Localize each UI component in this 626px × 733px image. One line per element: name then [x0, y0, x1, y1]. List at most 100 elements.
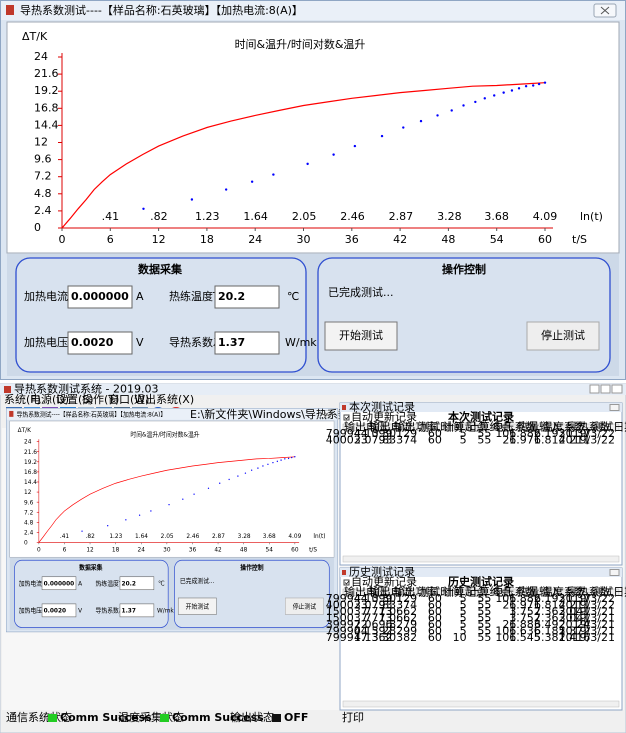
field-label: 加热电压V [19, 606, 47, 614]
x2-tick-label: 1.23 [109, 533, 122, 540]
checkbox-label[interactable]: 自动更新记录 [351, 575, 417, 589]
log-point [142, 207, 145, 210]
table-cell: 399972 [326, 618, 368, 631]
table-cell: 24 [576, 618, 590, 631]
table-cell: 211 [569, 433, 590, 446]
log-point [537, 82, 541, 86]
log-point [138, 514, 141, 516]
scrollbar[interactable] [342, 555, 620, 563]
checkbox-label[interactable]: 自动更新记录 [351, 410, 417, 424]
table-cell: 55 [477, 427, 491, 440]
menu-item[interactable]: 退出系统(X) [134, 392, 194, 406]
table-cell: 1.0662 [379, 611, 418, 624]
menu-item[interactable]: 系统(F) [4, 393, 41, 406]
column-header: 计算起点 [443, 584, 487, 598]
x-tick-label: 42 [214, 546, 221, 553]
field-unit: V [78, 607, 83, 614]
status-indicator [160, 714, 169, 722]
table-cell: 1 [509, 611, 516, 624]
table-close[interactable] [609, 404, 620, 411]
table-cell: 7773 [364, 605, 392, 618]
start-button[interactable] [177, 597, 217, 615]
x-tick-label: 42 [393, 233, 407, 246]
log-point [280, 459, 282, 461]
x2-tick-label: 4.09 [533, 210, 558, 223]
stop-button[interactable] [526, 321, 600, 351]
table-cell: 26.883 [502, 618, 541, 631]
title-bar [1, 1, 625, 20]
table-cell: 60 [428, 618, 442, 631]
x2-tick-label: 2.05 [161, 533, 174, 540]
table-cell: .041 [566, 605, 591, 618]
log-point [332, 153, 335, 156]
window-icon [9, 410, 14, 417]
x-tick-label: 0 [37, 546, 41, 553]
log-point [168, 503, 170, 506]
table-cell: 2019/3/21 [559, 605, 615, 618]
separator [0, 380, 626, 384]
table-cell: 5 [460, 611, 467, 624]
y-tick-label: 24 [34, 50, 48, 63]
chart-title: 时间&温升/时间对数&温升 [235, 37, 366, 51]
table-cell: 799944 [326, 427, 368, 440]
log-point [306, 162, 309, 166]
checkbox[interactable] [343, 414, 350, 421]
temperature-curve [61, 82, 546, 229]
field-value: 0.0020 [71, 336, 114, 349]
table-cell: 60 [428, 605, 442, 618]
table-cell: 5 [460, 433, 467, 446]
log-point [272, 173, 275, 176]
y-tick-label: 0 [24, 539, 28, 546]
menu-item[interactable]: 操作(T) [82, 392, 119, 406]
app-window: 导热系数测试----【样品名称:石英玻璃】【加热电流:8(A)】时间&温升/时间… [0, 383, 626, 733]
group-title: 操作控制 [442, 262, 486, 276]
column-header: 输出功率 [393, 584, 437, 598]
column-header: 测试时间 [418, 585, 462, 598]
start-button[interactable] [324, 321, 398, 351]
status-label: 打印 [342, 710, 364, 724]
table-cell: .8279 [386, 618, 418, 631]
x-tick-label: 54 [490, 233, 504, 246]
column-header: 输出电压 [344, 584, 388, 598]
menu-item[interactable]: 电源(D) [30, 392, 69, 406]
status-indicator [48, 714, 57, 722]
log-point [190, 198, 194, 201]
table-cell: 55 [477, 611, 491, 624]
y-tick-label: 21.6 [24, 449, 37, 456]
start-button-label[interactable]: 开始测试 [339, 328, 383, 342]
table-cell: 1 [509, 592, 516, 605]
stop-button-label[interactable]: 停止测试 [541, 328, 585, 342]
table-cell: 55 [477, 598, 491, 611]
table-cell: 5 [460, 592, 467, 605]
column-header: 电压系数 [492, 420, 536, 433]
close-button[interactable] [611, 384, 623, 394]
stop-button[interactable] [285, 597, 324, 615]
scrollbar[interactable] [342, 700, 620, 708]
log-point [419, 119, 423, 123]
checkbox[interactable] [343, 579, 350, 586]
x2-tick-label: 2.05 [292, 210, 317, 223]
title-bar [6, 408, 338, 420]
log-point [380, 134, 384, 138]
x-tick-label: 60 [538, 233, 552, 246]
table-cell: 150037 [326, 605, 368, 618]
table-cell: 60 [428, 611, 442, 624]
minimize-button[interactable] [589, 384, 600, 394]
log-point [483, 97, 486, 100]
x2-tick-label: 1.64 [243, 210, 268, 223]
table-cell: 2019/3/21 [559, 618, 615, 631]
y-tick-label: 7.2 [24, 509, 33, 516]
table-close[interactable] [609, 569, 620, 576]
table-cell: 1 [509, 631, 516, 644]
log-point [287, 457, 290, 460]
column-header: 计算终点 [468, 584, 512, 598]
table-cell: 150037 [326, 611, 368, 624]
maximize-button[interactable] [600, 384, 611, 394]
menu-item[interactable]: 窗口(W) [108, 392, 149, 406]
menu-item[interactable]: 设置(S) [56, 393, 94, 406]
stop-button-label[interactable]: 停止测试 [293, 602, 316, 610]
x2-tick-label: 2.87 [212, 533, 225, 540]
start-button-label[interactable]: 开始测试 [186, 602, 209, 610]
table-cell: 106.636 [495, 624, 541, 637]
